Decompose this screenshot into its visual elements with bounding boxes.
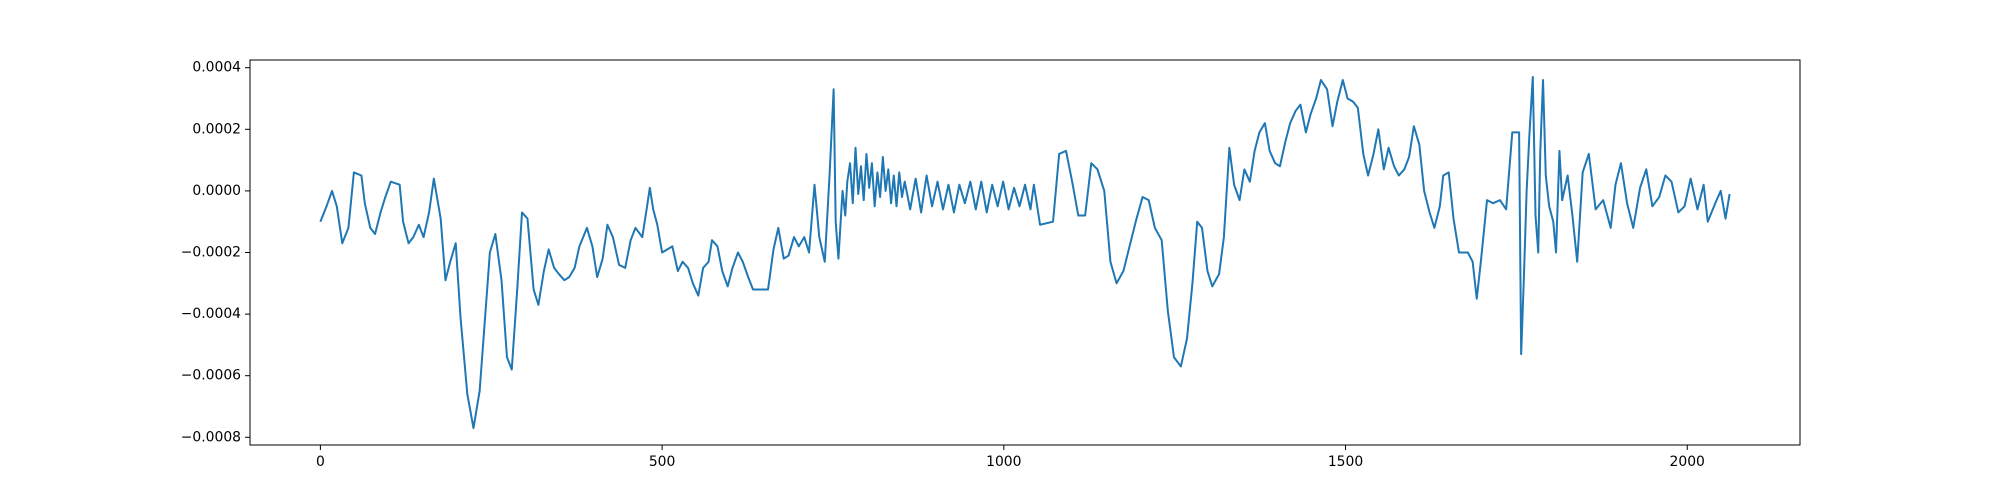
y-tick-label: 0.0000 [192,183,241,199]
axes-frame [249,59,1801,446]
y-tick-label: 0.0004 [192,60,241,76]
y-tick-label: −0.0006 [181,368,241,384]
x-tick-label: 1500 [1328,454,1363,470]
x-tick-label: 0 [316,454,325,470]
x-tick-label: 500 [649,454,676,470]
y-tick-label: −0.0004 [181,306,241,322]
x-tick-label: 1000 [986,454,1021,470]
y-tick-label: 0.0002 [192,121,241,137]
y-tick-label: −0.0008 [181,429,241,445]
data-line [319,75,1731,430]
x-tick-label: 2000 [1670,454,1705,470]
y-tick-label: −0.0002 [181,245,241,261]
